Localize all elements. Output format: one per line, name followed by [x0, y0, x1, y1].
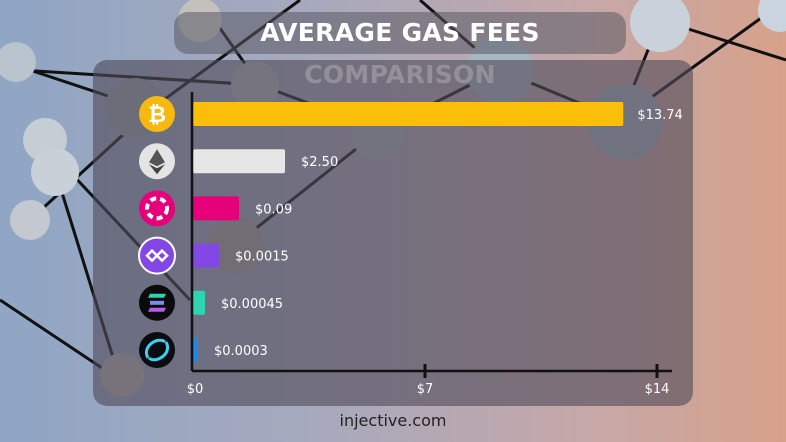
value-label: $2.50 — [301, 155, 338, 170]
svg-text:₿: ₿ — [148, 103, 166, 128]
x-tick-label: $14 — [645, 382, 670, 397]
value-label: $0.0015 — [235, 250, 289, 265]
x-tick-label: $0 — [187, 382, 204, 397]
ethereum-icon — [139, 143, 175, 180]
value-label: $0.00045 — [221, 297, 283, 312]
bar-polkadot — [193, 196, 239, 221]
value-label: $0.09 — [255, 202, 292, 217]
source-label: injective.com — [339, 411, 447, 430]
bar-injective — [193, 338, 198, 362]
x-tick-label: $7 — [417, 382, 434, 397]
bitcoin-icon: ₿ — [139, 96, 175, 132]
bar-polygon — [193, 243, 219, 268]
solana-icon — [139, 284, 175, 321]
polkadot-icon — [139, 190, 175, 227]
polygon-icon — [138, 236, 176, 275]
bar-bitcoin — [193, 102, 624, 126]
bar-ethereum — [193, 149, 285, 174]
bar-solana — [193, 290, 205, 315]
injective-icon — [139, 332, 175, 368]
value-label: $13.74 — [637, 108, 683, 123]
value-label: $0.0003 — [214, 344, 268, 359]
